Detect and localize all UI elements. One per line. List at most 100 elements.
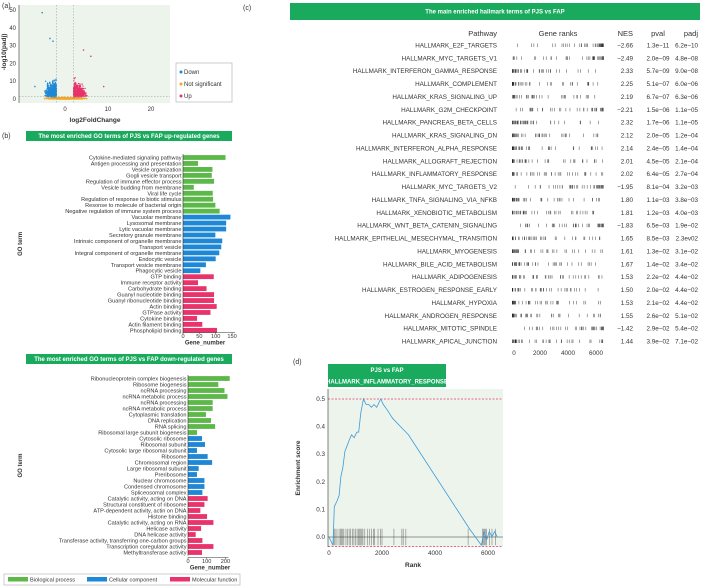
gsea-plot-title: PJS vs FAP HALLMARK_INFLAMMATORY_RESPONSE [326,364,448,387]
gene-rank-tick [564,223,566,228]
point-up [78,84,80,87]
gene-rank-tick [598,120,599,125]
gene-rank-tick [539,313,541,318]
gene-rank-tick [539,69,540,73]
point-down [44,90,46,92]
gene-rank-tick [524,275,525,279]
point-down [48,90,50,93]
gene-rank-tick [536,275,537,279]
point-up [74,77,76,79]
gene-rank-tick [575,275,577,279]
gene-rank-tick [533,69,534,73]
gene-rank-tick [529,223,530,228]
go-term-label: RNA splicing [155,425,187,431]
gene-rank-tick [526,313,528,318]
gene-rank-tick [537,172,538,176]
nes-value: −1.42 [617,326,633,333]
gene-rank-tick [513,69,515,73]
gene-rank-tick [548,339,550,344]
go-term-label: Catalytic activity, acting on DNA [108,497,187,503]
gene-rank-tick [583,185,585,189]
padj-value: 6.2e−10 [675,43,698,50]
point-down [48,92,50,95]
gene-rank-tick [531,210,533,215]
gene-rank-tick [532,120,534,125]
gene-rank-tick [561,94,562,99]
gene-rank-tick [537,262,539,266]
go-term-label: Actin binding [149,305,181,311]
gene-rank-tick [571,210,572,215]
gene-rank-tick [564,236,566,241]
column-header: Gene ranks [539,29,578,38]
gene-rank-tick [534,249,535,253]
gene-rank-tick [512,249,513,253]
padj-value: 6.0e−06 [675,81,698,88]
gene-rank-tick [568,197,570,202]
point-up [83,93,86,95]
table-row: HALLMARK_KRAS_SIGNALING_DN 2.12 2.0e−05 1.2… [392,133,698,140]
bar-bp [188,430,197,435]
gene-rank-tick [568,339,570,344]
pval-value: 2.2e−02 [647,274,670,281]
gene-rank-tick [575,223,577,228]
padj-value: 1.4e−04 [675,145,698,152]
bar-cc [183,214,231,220]
gene-rank-tick [512,313,514,318]
nes-value: 2.32 [621,120,634,127]
x-axis-label: Rank [405,562,421,569]
gene-rank-tick [543,56,544,60]
point-down [50,95,52,97]
go-term-label: ncRNA metabolic process [122,407,186,413]
gene-rank-tick [542,133,543,138]
gene-rank-tick [588,275,590,279]
gene-rank-tick [539,185,541,189]
bar-bp [188,376,230,381]
nes-value: 1.50 [621,287,634,294]
table-row: HALLMARK_HYPOXIA 1.53 2.1e−02 4.4e−02 [432,300,699,307]
gene-rank-tick [590,185,591,189]
gene-rank-tick [593,210,595,215]
gene-rank-tick [599,313,601,318]
gene-rank-tick [525,120,526,125]
gene-rank-tick [581,43,582,47]
gene-rank-tick [566,56,568,60]
gene-rank-tick [596,326,597,331]
gene-rank-tick [526,236,527,241]
gene-rank-tick [541,300,542,305]
gene-rank-tick [597,82,599,86]
point-up [74,86,77,89]
gene-rank-tick [548,159,549,163]
pval-value: 1.3e−02 [647,248,670,255]
gene-rank-tick [515,300,516,305]
gene-rank-tick [515,69,517,73]
gene-rank-tick [549,82,551,86]
gene-rank-tick [533,236,535,241]
gene-rank-tick [513,120,514,125]
gene-rank-tick [528,236,529,241]
nes-value: 1.67 [621,261,634,268]
gene-rank-tick [573,94,575,99]
gene-rank-tick [518,288,520,292]
go-term-label: Large ribosomal subunit [127,467,187,473]
nes-value: 1.81 [621,210,634,217]
gene-rank-tick [532,275,534,279]
gene-rank-tick [563,43,564,47]
gene-rank-tick [599,56,600,60]
gene-rank-tick [601,56,603,60]
bar-cc [183,238,223,244]
gene-rank-tick [558,326,559,331]
gene-rank-tick [559,197,560,202]
title-bar-background [26,131,232,141]
gene-rank-tick [518,133,519,138]
gene-rank-tick [526,159,527,163]
gene-rank-tick [517,249,519,253]
gene-rank-tick [579,326,581,331]
gene-rank-tick [571,262,573,266]
gene-rank-tick [576,82,578,86]
point-up [79,83,81,85]
gene-rank-tick [513,159,515,163]
nes-value: −2.49 [617,55,633,62]
table-row: HALLMARK_KRAS_SIGNALING_UP 2.19 6.7e−07 6.3… [392,94,698,101]
point-down [52,84,54,86]
legend-box [175,62,233,103]
